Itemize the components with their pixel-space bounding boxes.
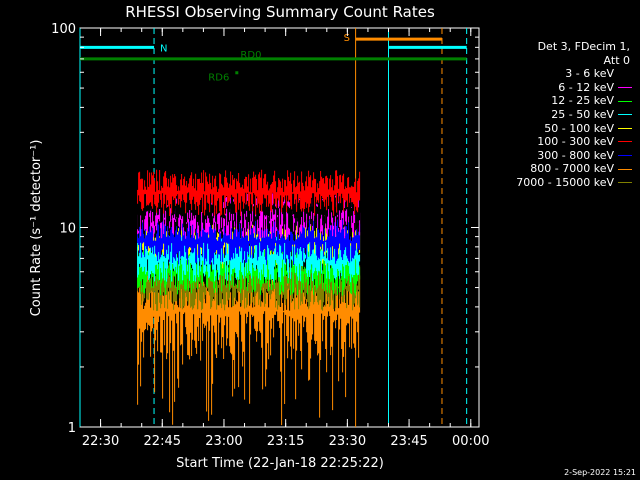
flag-label-s: S: [344, 33, 350, 44]
legend-item: 50 - 100 keV: [482, 122, 632, 136]
legend-swatch: [618, 168, 632, 170]
legend-item: 3 - 6 keV: [482, 67, 632, 81]
legend-header-line-2: Att 0: [603, 53, 630, 67]
y-axis-label: Count Rate (s⁻¹ detector⁻¹): [29, 140, 44, 317]
legend-label: 7000 - 15000 keV: [516, 175, 614, 189]
legend-header-line-1: Det 3, FDecim 1,: [537, 40, 630, 53]
series-group: [137, 169, 361, 426]
y-tick-label-2: 100: [51, 22, 76, 37]
x-axis-label: Start Time (22-Jan-18 22:25:22): [176, 456, 384, 471]
legend-swatch: [618, 127, 632, 129]
y-tick-label-1: 10: [59, 222, 76, 237]
legend-item: 12 - 25 keV: [482, 94, 632, 108]
flag-bars: N S RD0 RD6: [80, 33, 467, 83]
legend-swatch: [618, 182, 632, 184]
legend-label: 12 - 25 keV: [551, 94, 614, 108]
x-tick-label-1: 22:45: [144, 434, 181, 449]
y-ticks: 1 10 100: [51, 22, 479, 436]
footer-date: 2-Sep-2022 15:21: [564, 468, 636, 477]
legend-swatch: [618, 73, 632, 75]
legend-label: 50 - 100 keV: [544, 121, 614, 135]
legend-label: 6 - 12 keV: [558, 80, 614, 94]
legend-swatch: [618, 114, 632, 116]
legend-swatch: [618, 100, 632, 102]
legend-label: 800 - 7000 keV: [530, 162, 614, 176]
legend-item: 300 - 800 keV: [482, 149, 632, 163]
flag-marker-rd6: [235, 71, 239, 75]
x-tick-label-4: 23:30: [329, 434, 366, 449]
chart-title: RHESSI Observing Summary Count Rates: [125, 3, 435, 21]
series-100-300-kev: [137, 169, 361, 217]
legend-swatch: [618, 155, 632, 157]
legend-item: 6 - 12 keV: [482, 81, 632, 95]
legend-label: 3 - 6 keV: [565, 67, 614, 81]
legend-item: 800 - 7000 keV: [482, 162, 632, 176]
x-ticks: 22:30 22:45 23:00 23:15 23:30 23:45 00:00: [82, 28, 490, 449]
vertical-lines: [79, 28, 468, 427]
x-tick-label-0: 22:30: [82, 434, 119, 449]
series-800-7000-kev: [137, 273, 361, 426]
legend-swatch: [618, 141, 632, 143]
flag-label-rd6: RD6: [208, 72, 229, 83]
x-tick-label-3: 23:15: [267, 434, 304, 449]
legend-label: 300 - 800 keV: [537, 148, 614, 162]
legend: Det 3, FDecim 1, Att 0 3 - 6 keV 6 - 12 k…: [482, 40, 632, 190]
legend-item: 100 - 300 keV: [482, 135, 632, 149]
x-tick-label-5: 23:45: [390, 434, 427, 449]
flag-label-n: N: [160, 43, 167, 54]
legend-item: 25 - 50 keV: [482, 108, 632, 122]
flag-label-rd0: RD0: [240, 50, 261, 61]
y-tick-label-0: 1: [68, 421, 76, 436]
legend-swatch: [618, 87, 632, 89]
x-tick-label-6: 00:00: [452, 434, 489, 449]
series-300-800-kev: [137, 218, 361, 265]
x-tick-label-2: 23:00: [205, 434, 242, 449]
legend-label: 25 - 50 keV: [551, 107, 614, 121]
legend-label: 100 - 300 keV: [537, 135, 614, 149]
legend-item: 7000 - 15000 keV: [482, 176, 632, 190]
